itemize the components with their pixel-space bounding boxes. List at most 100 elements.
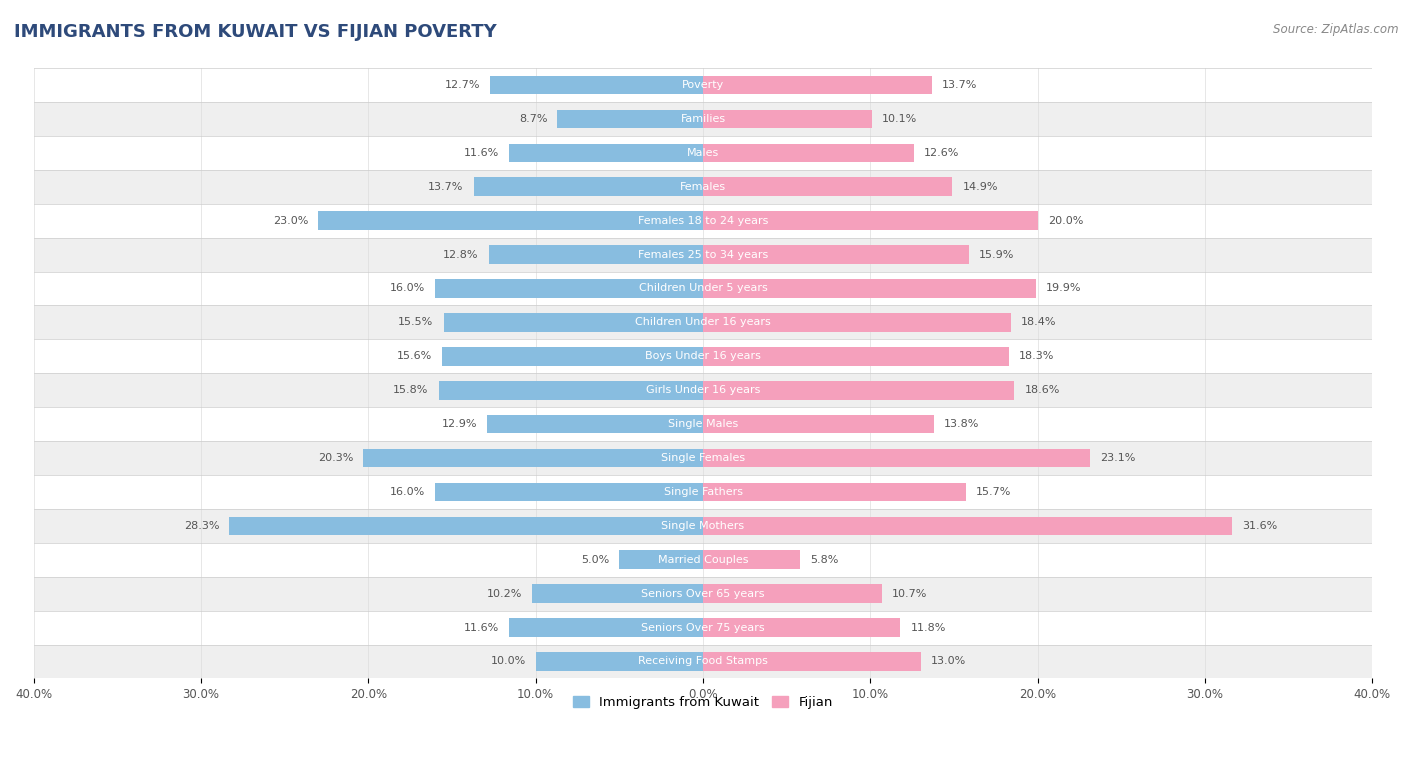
Bar (441, 347, 703, 365)
Text: 13.8%: 13.8% (943, 419, 980, 429)
Bar (34, 237, 1372, 271)
Text: 16.0%: 16.0% (389, 283, 425, 293)
Text: Children Under 5 years: Children Under 5 years (638, 283, 768, 293)
Bar (34, 170, 1372, 204)
Bar (703, 246, 969, 264)
Text: Single Mothers: Single Mothers (661, 521, 745, 531)
Text: Girls Under 16 years: Girls Under 16 years (645, 385, 761, 395)
Text: 8.7%: 8.7% (519, 114, 547, 124)
Text: 11.6%: 11.6% (464, 148, 499, 158)
Bar (703, 76, 932, 94)
Text: 12.9%: 12.9% (441, 419, 477, 429)
Bar (703, 143, 914, 162)
Bar (703, 110, 872, 128)
Bar (34, 475, 1372, 509)
Bar (509, 619, 703, 637)
Bar (703, 584, 882, 603)
Bar (703, 550, 800, 569)
Text: 11.8%: 11.8% (911, 622, 946, 633)
Text: Females: Females (681, 182, 725, 192)
Text: 15.9%: 15.9% (979, 249, 1015, 259)
Bar (34, 68, 1372, 102)
Text: Males: Males (688, 148, 718, 158)
Text: Children Under 16 years: Children Under 16 years (636, 318, 770, 327)
Text: 23.0%: 23.0% (273, 215, 308, 226)
Text: Single Females: Single Females (661, 453, 745, 463)
Bar (486, 415, 703, 434)
Text: 16.0%: 16.0% (389, 487, 425, 497)
Bar (557, 110, 703, 128)
Bar (34, 509, 1372, 543)
Bar (533, 584, 703, 603)
Bar (34, 204, 1372, 237)
Text: 18.4%: 18.4% (1021, 318, 1056, 327)
Bar (509, 143, 703, 162)
Text: Source: ZipAtlas.com: Source: ZipAtlas.com (1274, 23, 1399, 36)
Text: Poverty: Poverty (682, 80, 724, 90)
Text: 20.0%: 20.0% (1047, 215, 1083, 226)
Text: 28.3%: 28.3% (184, 521, 219, 531)
Text: 18.3%: 18.3% (1019, 351, 1054, 362)
Bar (703, 449, 1090, 468)
Bar (703, 619, 900, 637)
Text: 18.6%: 18.6% (1025, 385, 1060, 395)
Bar (703, 313, 1011, 332)
Bar (474, 177, 703, 196)
Bar (619, 550, 703, 569)
Bar (34, 441, 1372, 475)
Bar (703, 415, 934, 434)
Bar (229, 516, 703, 535)
Text: 10.2%: 10.2% (486, 589, 522, 599)
Text: 20.3%: 20.3% (318, 453, 353, 463)
Text: 11.6%: 11.6% (464, 622, 499, 633)
Text: 12.7%: 12.7% (444, 80, 481, 90)
Text: 31.6%: 31.6% (1241, 521, 1277, 531)
Bar (703, 652, 921, 671)
Bar (318, 211, 703, 230)
Text: Females 18 to 24 years: Females 18 to 24 years (638, 215, 768, 226)
Bar (34, 577, 1372, 611)
Bar (703, 381, 1014, 399)
Text: 15.6%: 15.6% (396, 351, 432, 362)
Text: 10.0%: 10.0% (491, 656, 526, 666)
Bar (436, 483, 703, 501)
Text: 13.0%: 13.0% (931, 656, 966, 666)
Text: Families: Families (681, 114, 725, 124)
Bar (443, 313, 703, 332)
Text: 12.8%: 12.8% (443, 249, 478, 259)
Bar (34, 305, 1372, 340)
Bar (703, 279, 1036, 298)
Bar (34, 644, 1372, 678)
Text: Boys Under 16 years: Boys Under 16 years (645, 351, 761, 362)
Bar (439, 381, 703, 399)
Text: 5.8%: 5.8% (810, 555, 838, 565)
Bar (34, 271, 1372, 305)
Legend: Immigrants from Kuwait, Fijian: Immigrants from Kuwait, Fijian (568, 691, 838, 715)
Text: Married Couples: Married Couples (658, 555, 748, 565)
Bar (34, 373, 1372, 407)
Bar (536, 652, 703, 671)
Text: 13.7%: 13.7% (429, 182, 464, 192)
Text: 14.9%: 14.9% (963, 182, 998, 192)
Text: Seniors Over 65 years: Seniors Over 65 years (641, 589, 765, 599)
Text: 15.8%: 15.8% (394, 385, 429, 395)
Text: Females 25 to 34 years: Females 25 to 34 years (638, 249, 768, 259)
Text: Seniors Over 75 years: Seniors Over 75 years (641, 622, 765, 633)
Bar (703, 347, 1010, 365)
Text: Single Fathers: Single Fathers (664, 487, 742, 497)
Bar (703, 177, 952, 196)
Text: Single Males: Single Males (668, 419, 738, 429)
Bar (489, 246, 703, 264)
Text: Receiving Food Stamps: Receiving Food Stamps (638, 656, 768, 666)
Bar (703, 516, 1232, 535)
Text: 23.1%: 23.1% (1099, 453, 1135, 463)
Bar (34, 611, 1372, 644)
Text: 19.9%: 19.9% (1046, 283, 1081, 293)
Text: 13.7%: 13.7% (942, 80, 977, 90)
Bar (34, 340, 1372, 373)
Bar (34, 102, 1372, 136)
Text: 10.1%: 10.1% (882, 114, 917, 124)
Text: 15.5%: 15.5% (398, 318, 433, 327)
Bar (34, 407, 1372, 441)
Bar (34, 543, 1372, 577)
